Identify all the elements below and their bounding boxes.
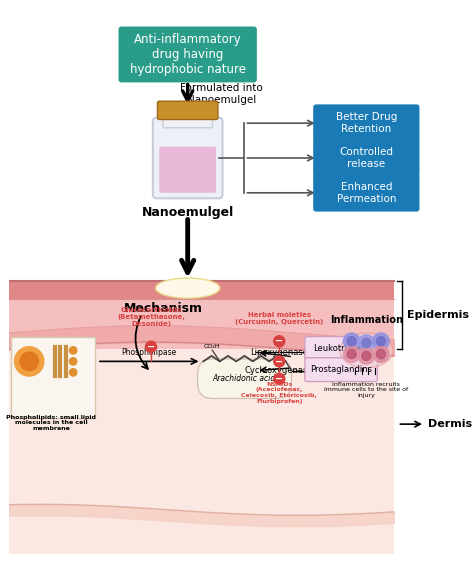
Text: Cyclooxygenase: Cyclooxygenase [245, 366, 314, 375]
FancyBboxPatch shape [313, 105, 419, 142]
FancyBboxPatch shape [305, 336, 377, 361]
Text: Arachidonic acid: Arachidonic acid [213, 374, 276, 383]
Bar [9, 299, 394, 350]
Text: Dermis: Dermis [428, 419, 472, 429]
Circle shape [373, 333, 389, 350]
Text: Nanoemulgel: Nanoemulgel [142, 206, 234, 218]
Text: Anti-inflammatory
drug having
hydrophobic nature: Anti-inflammatory drug having hydrophobi… [130, 33, 246, 76]
Circle shape [347, 336, 356, 346]
Circle shape [274, 356, 285, 367]
Text: Better Drug
Retention: Better Drug Retention [336, 112, 397, 134]
Text: Formulated into
Nanoemulgel: Formulated into Nanoemulgel [180, 83, 263, 105]
Text: −: − [275, 357, 283, 366]
Circle shape [347, 350, 356, 358]
FancyBboxPatch shape [157, 101, 218, 120]
Circle shape [362, 339, 371, 347]
Circle shape [70, 358, 77, 365]
FancyBboxPatch shape [11, 336, 95, 418]
Ellipse shape [340, 333, 393, 368]
Text: CH₃: CH₃ [292, 369, 304, 374]
Text: Enhanced
Permeation: Enhanced Permeation [337, 182, 396, 203]
FancyBboxPatch shape [118, 27, 257, 83]
Text: −: − [147, 342, 155, 352]
Circle shape [70, 347, 77, 354]
Text: −: − [275, 374, 283, 384]
Text: Lipoxygenase: Lipoxygenase [250, 348, 308, 357]
Text: Phospholipids: small lipid
molecules in the cell
membrane: Phospholipids: small lipid molecules in … [6, 414, 96, 431]
Circle shape [344, 333, 360, 350]
Text: Mechanism: Mechanism [124, 302, 202, 315]
Text: Inflammation recruits
immune cells to the site of
injury: Inflammation recruits immune cells to th… [324, 381, 409, 398]
Circle shape [274, 336, 285, 347]
FancyBboxPatch shape [313, 139, 419, 177]
Text: NSAIDs
(Aceclofenac,
Celecoxib, Etoricoxib,
Flurbiprofen): NSAIDs (Aceclofenac, Celecoxib, Etoricox… [241, 381, 317, 404]
FancyBboxPatch shape [159, 147, 216, 193]
Text: Epidermis: Epidermis [407, 310, 469, 320]
Circle shape [376, 350, 385, 358]
FancyBboxPatch shape [163, 117, 212, 128]
Circle shape [362, 351, 371, 361]
Circle shape [146, 341, 156, 352]
Circle shape [344, 346, 360, 362]
Text: Inflammation: Inflammation [330, 315, 403, 325]
Text: Prostaglandins: Prostaglandins [310, 365, 372, 374]
FancyBboxPatch shape [313, 174, 419, 212]
Text: Phospholipase: Phospholipase [121, 348, 177, 357]
Circle shape [274, 373, 285, 384]
Text: Herbal moieties
(Curcumin, Quercetin): Herbal moieties (Curcumin, Quercetin) [235, 312, 323, 325]
Circle shape [70, 369, 77, 376]
Text: Leukotrienes: Leukotrienes [314, 344, 368, 353]
Text: −: − [275, 336, 283, 346]
Text: Controlled
release: Controlled release [339, 147, 393, 169]
Circle shape [20, 352, 38, 370]
Text: Glucocorticoids
(Betamethasone,
Desonide): Glucocorticoids (Betamethasone, Desonide… [117, 306, 185, 327]
Circle shape [15, 347, 44, 376]
Ellipse shape [155, 278, 220, 298]
Circle shape [376, 336, 385, 346]
Circle shape [358, 335, 374, 351]
Bar [9, 281, 394, 299]
Bar [9, 350, 394, 554]
Circle shape [373, 346, 389, 362]
FancyBboxPatch shape [153, 118, 222, 198]
Text: CO₂H: CO₂H [204, 343, 221, 349]
FancyBboxPatch shape [305, 358, 377, 381]
Circle shape [358, 347, 374, 364]
